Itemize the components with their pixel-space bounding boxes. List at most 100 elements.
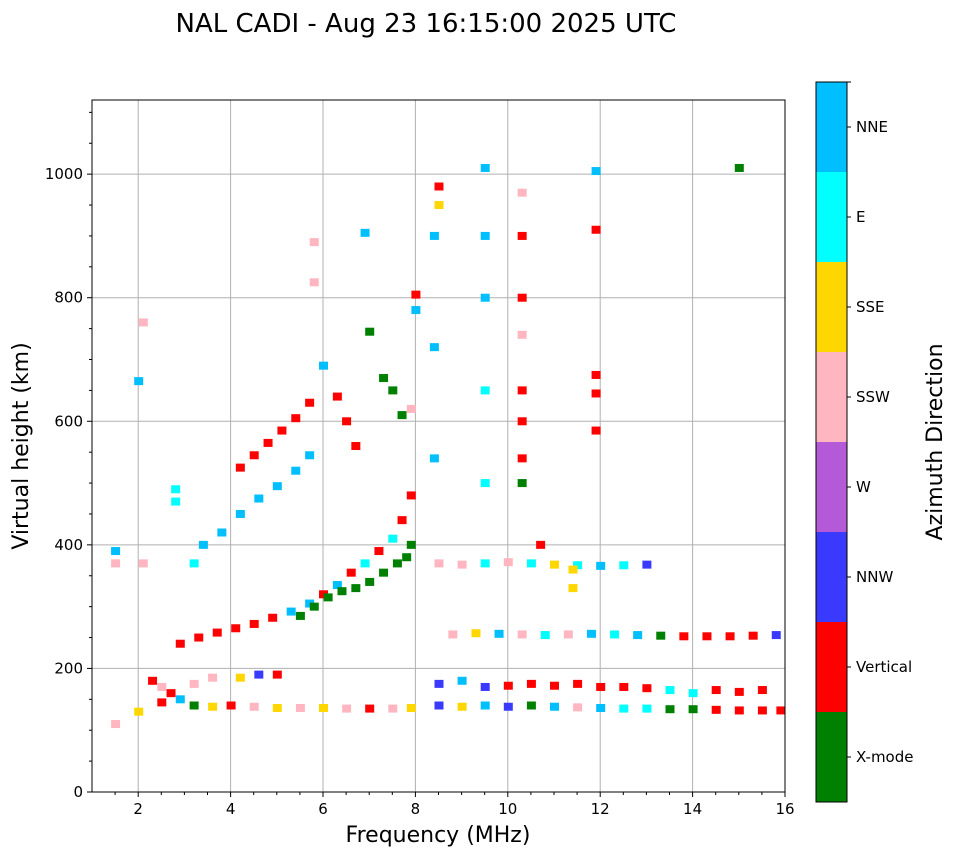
echo-point bbox=[388, 534, 398, 543]
echo-point bbox=[305, 398, 315, 407]
echo-point bbox=[591, 370, 601, 379]
echo-point bbox=[111, 720, 121, 729]
echo-point bbox=[111, 547, 121, 556]
x-tick-label: 8 bbox=[411, 800, 421, 818]
y-axis-ticks: 0 200 400 600 800 1000 bbox=[45, 111, 92, 801]
echo-point bbox=[346, 568, 356, 577]
echo-point bbox=[272, 703, 282, 712]
echo-point bbox=[633, 631, 643, 640]
echo-point bbox=[235, 463, 245, 472]
x-tick-label: 4 bbox=[226, 800, 236, 818]
echo-point bbox=[138, 559, 148, 568]
echo-point bbox=[550, 702, 559, 711]
echo-point bbox=[249, 451, 259, 460]
echo-point bbox=[434, 182, 444, 191]
colorbar-tick-label: SSE bbox=[856, 298, 885, 316]
y-tick-label: 400 bbox=[54, 536, 83, 554]
echo-point bbox=[111, 559, 121, 568]
echo-point bbox=[480, 479, 490, 488]
colorbar-label: Azimuth Direction bbox=[923, 343, 948, 540]
echo-point bbox=[319, 590, 328, 599]
echo-point bbox=[457, 676, 467, 685]
echo-point bbox=[254, 670, 264, 679]
echo-point bbox=[480, 559, 490, 568]
echo-point bbox=[429, 454, 439, 463]
echo-point bbox=[526, 559, 536, 568]
echo-point bbox=[573, 679, 583, 688]
echo-point bbox=[619, 561, 629, 570]
echo-point bbox=[540, 631, 550, 640]
echo-point bbox=[517, 454, 527, 463]
echo-point bbox=[734, 163, 744, 172]
echo-point bbox=[360, 559, 370, 568]
echo-point bbox=[291, 466, 301, 475]
echo-point bbox=[406, 703, 416, 712]
echo-point bbox=[198, 540, 208, 549]
echo-point bbox=[550, 560, 559, 569]
colorbar-frame bbox=[815, 81, 848, 803]
echo-point bbox=[319, 703, 328, 712]
echo-point bbox=[610, 630, 620, 639]
echo-point bbox=[711, 705, 721, 714]
echo-point bbox=[757, 686, 767, 695]
echo-point bbox=[397, 516, 407, 525]
echo-point bbox=[619, 682, 629, 691]
echo-point bbox=[734, 706, 744, 715]
echo-point bbox=[342, 704, 352, 713]
echo-point bbox=[406, 404, 416, 413]
echo-point bbox=[688, 705, 698, 714]
echo-point bbox=[517, 330, 527, 339]
echo-point bbox=[434, 701, 444, 710]
echo-point bbox=[309, 238, 319, 247]
echo-point bbox=[434, 559, 444, 568]
colorbar-segment bbox=[816, 442, 847, 532]
y-tick-label: 600 bbox=[54, 412, 83, 430]
echo-point bbox=[480, 682, 490, 691]
echo-point bbox=[771, 631, 781, 640]
echo-point bbox=[337, 587, 347, 596]
echo-point bbox=[351, 584, 361, 593]
echo-point bbox=[757, 706, 767, 715]
echo-point bbox=[208, 702, 218, 711]
echo-point bbox=[175, 695, 185, 704]
echo-point bbox=[665, 686, 675, 695]
echo-point bbox=[517, 630, 527, 639]
x-tick-label: 12 bbox=[591, 800, 610, 818]
echo-point bbox=[217, 528, 227, 537]
echo-point bbox=[568, 565, 578, 574]
echo-point bbox=[734, 687, 744, 696]
x-tick-label: 6 bbox=[318, 800, 328, 818]
colorbar-segment bbox=[816, 172, 847, 262]
echo-point bbox=[619, 704, 629, 713]
echo-point bbox=[286, 607, 296, 616]
echo-point bbox=[411, 306, 421, 315]
echo-point bbox=[134, 707, 144, 716]
colorbar-segment bbox=[816, 262, 847, 352]
echo-point bbox=[517, 417, 527, 426]
x-tick-label: 2 bbox=[133, 800, 143, 818]
x-axis-ticks: 2 4 6 8 10 12 14 16 bbox=[114, 792, 795, 818]
echo-point bbox=[568, 584, 578, 593]
echo-point bbox=[235, 673, 245, 682]
echo-point bbox=[157, 698, 167, 707]
echo-point bbox=[189, 559, 199, 568]
echo-point bbox=[194, 633, 204, 642]
y-tick-label: 200 bbox=[54, 659, 83, 677]
echo-point bbox=[596, 561, 606, 570]
echo-point bbox=[231, 624, 241, 633]
echo-point bbox=[429, 343, 439, 352]
echo-point bbox=[550, 681, 559, 690]
echo-point bbox=[166, 689, 176, 698]
echo-point bbox=[457, 560, 467, 569]
echo-point bbox=[480, 231, 490, 240]
echo-point bbox=[448, 630, 458, 639]
echo-point bbox=[679, 632, 689, 641]
colorbar-segment bbox=[816, 532, 847, 622]
echo-point bbox=[171, 485, 181, 494]
echo-point bbox=[725, 632, 735, 641]
echo-marks bbox=[111, 163, 786, 729]
echo-point bbox=[688, 689, 698, 698]
echo-point bbox=[291, 414, 301, 423]
echo-point bbox=[360, 228, 370, 237]
echo-point bbox=[332, 392, 342, 401]
